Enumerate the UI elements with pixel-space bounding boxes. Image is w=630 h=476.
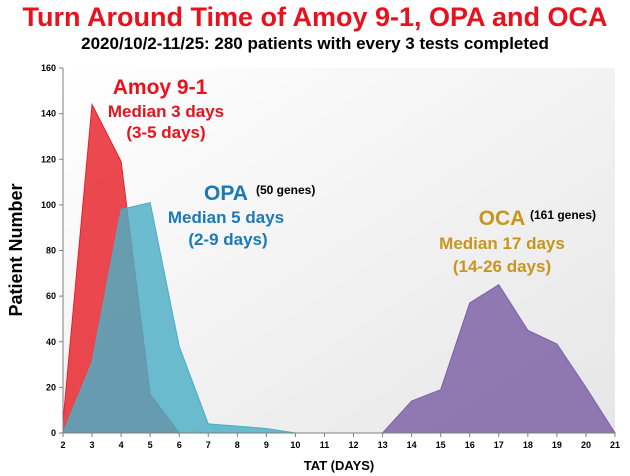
x-tick-label: 18 <box>523 440 533 450</box>
x-tick-label: 10 <box>290 440 300 450</box>
y-tick-label: 20 <box>46 382 56 392</box>
y-tick-label: 140 <box>41 109 56 119</box>
series-area-opa <box>62 201 296 434</box>
oca-annotation-range: (14-26 days) <box>453 257 551 276</box>
x-axis-label: TAT (DAYS) <box>304 458 375 473</box>
x-tick-label: 21 <box>610 440 620 450</box>
x-tick-label: 9 <box>264 440 269 450</box>
y-axis-label: Patient Number <box>6 183 26 316</box>
oca-annotation-genes: (161 genes) <box>530 208 596 222</box>
x-tick-label: 14 <box>407 440 417 450</box>
x-tick-label: 8 <box>235 440 240 450</box>
opa-annotation-name: OPA <box>204 182 248 205</box>
x-tick-label: 6 <box>177 440 182 450</box>
y-tick-label: 40 <box>46 337 56 347</box>
x-tick-label: 17 <box>494 440 504 450</box>
oca-annotation-median: Median 17 days <box>439 234 565 253</box>
x-tick-label: 3 <box>90 440 95 450</box>
x-tick-label: 19 <box>552 440 562 450</box>
amoy-annotation-median: Median 3 days <box>108 102 224 121</box>
amoy-annotation-range: (3-5 days) <box>126 123 205 142</box>
opa-annotation-genes: (50 genes) <box>256 183 315 197</box>
y-tick-label: 80 <box>46 246 56 256</box>
amoy-annotation-name: Amoy 9-1 <box>113 76 208 99</box>
x-tick-label: 16 <box>465 440 475 450</box>
y-tick-label: 0 <box>51 428 56 438</box>
opa-annotation-range: (2-9 days) <box>188 230 267 249</box>
x-tick-label: 11 <box>320 440 330 450</box>
y-tick-label: 160 <box>41 63 56 73</box>
x-tick-label: 12 <box>349 440 359 450</box>
y-tick-label: 120 <box>41 154 56 164</box>
opa-annotation-median: Median 5 days <box>168 208 284 227</box>
y-tick-label: 60 <box>46 291 56 301</box>
x-tick-label: 5 <box>148 440 153 450</box>
oca-annotation-name: OCA <box>479 207 526 230</box>
x-tick-label: 7 <box>206 440 211 450</box>
chart-subtitle: 2020/10/2-11/25: 280 patients with every… <box>81 34 549 53</box>
chart-title: Turn Around Time of Amoy 9-1, OPA and OC… <box>22 2 608 32</box>
x-tick-label: 2 <box>60 440 65 450</box>
y-tick-label: 100 <box>41 200 56 210</box>
x-tick-label: 20 <box>581 440 591 450</box>
x-tick-label: 13 <box>378 440 388 450</box>
x-tick-label: 15 <box>436 440 446 450</box>
series-area-oca <box>381 284 616 434</box>
x-tick-label: 4 <box>119 440 124 450</box>
